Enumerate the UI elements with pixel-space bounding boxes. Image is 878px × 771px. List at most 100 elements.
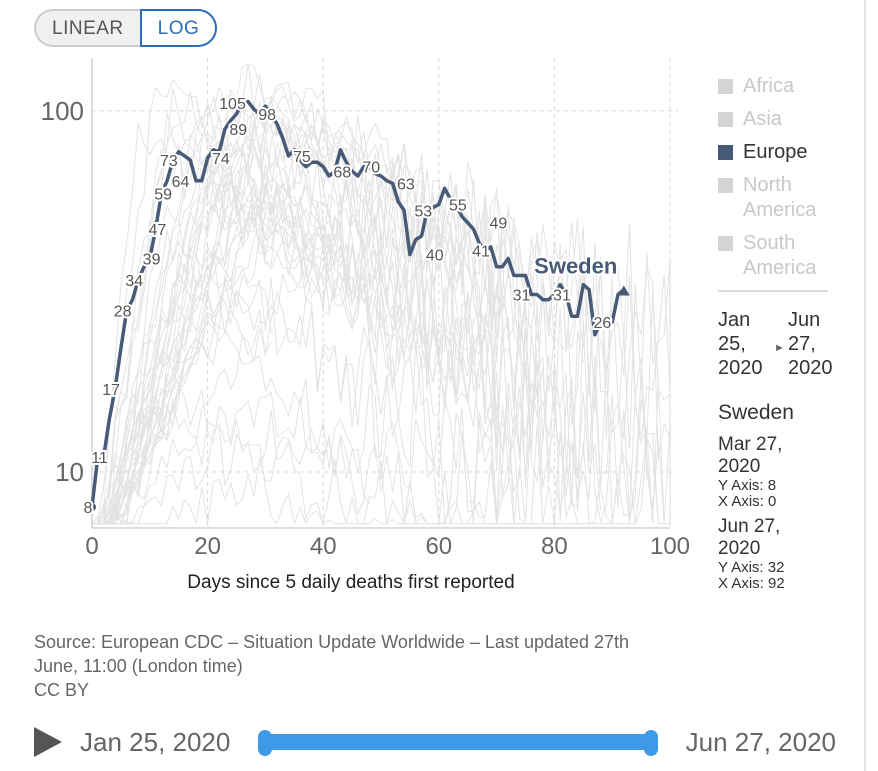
legend: Africa Asia Europe North America South A… — [718, 74, 838, 289]
range-end-month: Jun — [788, 309, 821, 331]
data-label: 8 — [84, 500, 93, 517]
plot-area — [92, 58, 670, 528]
data-label: 75 — [293, 149, 311, 166]
legend-label: Europe — [743, 141, 808, 163]
legend-swatch — [718, 112, 733, 127]
data-label: 105 — [219, 96, 246, 113]
background-country-lines — [91, 58, 671, 528]
background-line — [92, 81, 463, 525]
highlighted-series[interactable]: Sweden — [88, 99, 630, 512]
source-line-2: June, 11:00 (London time) — [34, 656, 243, 676]
data-label: 34 — [125, 273, 143, 290]
range-start-day: 25, — [718, 333, 746, 355]
timeline-track[interactable] — [258, 730, 658, 756]
series-end-arrow — [617, 285, 630, 296]
data-label: 53 — [414, 203, 432, 220]
data-label: 39 — [143, 252, 161, 269]
series-name-label: Sweden — [534, 253, 617, 278]
legend-item-europe[interactable]: Europe — [718, 140, 838, 165]
linear-scale-button[interactable]: LINEAR — [34, 9, 140, 47]
data-label: 59 — [154, 187, 172, 204]
background-line — [92, 229, 671, 525]
source-note: Source: European CDC – Situation Update … — [34, 630, 824, 702]
info-last-x: X Axis: 92 — [718, 575, 785, 592]
timeline-start-handle[interactable] — [258, 730, 272, 756]
axis-tick-labels: 0 20 40 60 80 100 10 100 — [41, 96, 690, 560]
series-start-point — [88, 503, 96, 512]
timeline-end-handle[interactable] — [644, 730, 658, 756]
data-label: 26 — [594, 315, 612, 332]
range-start-month: Jan — [718, 309, 751, 331]
background-line — [92, 203, 602, 525]
data-label: 17 — [102, 382, 120, 399]
background-line — [92, 90, 596, 526]
background-line — [92, 162, 411, 525]
x-tick-label: 40 — [310, 533, 337, 560]
info-first-year: 2020 — [718, 456, 761, 477]
legend-swatch — [718, 178, 733, 193]
background-line — [92, 373, 433, 526]
info-last-year: 2020 — [718, 538, 761, 559]
data-label: 74 — [212, 151, 230, 168]
background-line — [92, 134, 584, 525]
legend-item-asia[interactable]: Asia — [718, 107, 838, 132]
range-end-year: 2020 — [788, 357, 833, 379]
log-scale-button[interactable]: LOG — [139, 9, 218, 47]
data-label: 31 — [513, 288, 531, 305]
legend-label: South America — [743, 232, 817, 279]
data-label: 49 — [489, 216, 507, 233]
background-line — [92, 150, 353, 525]
info-last-y: Y Axis: 32 — [718, 559, 785, 576]
data-label: 63 — [397, 176, 415, 193]
x-tick-label: 20 — [194, 533, 221, 560]
info-country-name: Sweden — [718, 401, 794, 424]
data-label: 89 — [229, 122, 247, 139]
data-label: 73 — [160, 153, 178, 170]
data-label: 31 — [553, 288, 571, 305]
legend-divider — [718, 290, 828, 292]
background-line — [92, 231, 654, 525]
legend-item-south-america[interactable]: South America — [718, 231, 838, 281]
data-label: 28 — [114, 304, 132, 321]
legend-label: Africa — [743, 75, 795, 97]
range-end: Jun 27, 2020 — [788, 308, 844, 380]
legend-item-north-america[interactable]: North America — [718, 173, 838, 223]
data-label: 40 — [426, 248, 444, 265]
range-end-day: 27, — [788, 333, 816, 355]
series-info: Sweden Mar 27, 2020 Y Axis: 8 X Axis: 0 … — [718, 400, 858, 592]
data-label: 64 — [172, 174, 190, 191]
x-tick-label: 80 — [541, 533, 568, 560]
background-line — [92, 85, 359, 525]
info-first-date: Mar 27, — [718, 434, 783, 455]
info-last-date: Jun 27, — [718, 516, 781, 537]
x-tick-label: 60 — [425, 533, 452, 560]
background-line — [92, 112, 341, 525]
timeline-start-label: Jan 25, 2020 — [80, 727, 231, 757]
info-first-y: Y Axis: 8 — [718, 477, 777, 494]
y-tick-label: 100 — [41, 96, 84, 126]
play-icon[interactable] — [34, 727, 62, 757]
background-line — [92, 88, 503, 525]
source-line-1: Source: European CDC – Situation Update … — [34, 632, 630, 652]
x-tick-label: 0 — [85, 533, 98, 560]
x-tick-label: 100 — [650, 533, 690, 560]
source-license: CC BY — [34, 680, 90, 700]
legend-item-africa[interactable]: Africa — [718, 74, 838, 99]
data-label: 11 — [91, 450, 108, 467]
range-arrow-icon: ► — [774, 342, 785, 354]
range-start-year: 2020 — [718, 357, 763, 379]
background-line — [92, 204, 671, 525]
background-line — [92, 291, 272, 525]
info-first-x: X Axis: 0 — [718, 493, 777, 510]
data-label: 98 — [258, 107, 276, 124]
data-label: 55 — [449, 198, 467, 215]
x-axis-label: Days since 5 daily deaths first reported — [187, 572, 515, 593]
series-line-sweden[interactable] — [90, 99, 626, 509]
date-range: Jan 25, 2020 ► Jun 27, 2020 — [718, 308, 848, 380]
range-start: Jan 25, 2020 — [718, 308, 774, 380]
legend-swatch — [718, 145, 733, 160]
data-label: 41 — [472, 244, 490, 261]
